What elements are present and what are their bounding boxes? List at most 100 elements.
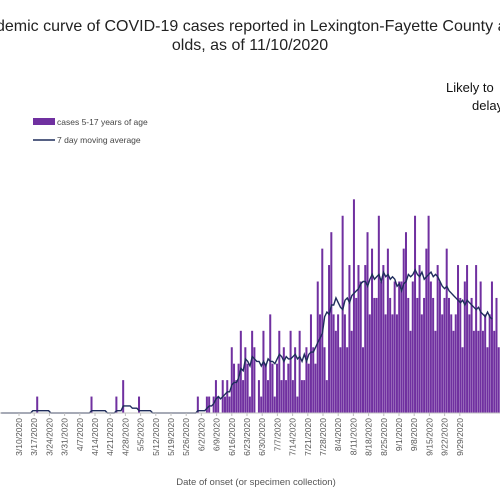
legend-label-moving-average: 7 day moving average (57, 135, 141, 145)
bar (457, 265, 460, 413)
bar (447, 297, 450, 413)
bar (246, 363, 249, 413)
bar (384, 314, 387, 414)
bar (325, 380, 328, 414)
x-tick-label: 9/8/2020 (409, 418, 419, 451)
bar (233, 363, 236, 413)
bar-series (36, 199, 500, 414)
bar (303, 380, 306, 414)
x-tick-label: 9/29/2020 (455, 418, 465, 456)
bar (138, 396, 141, 413)
bar (463, 281, 466, 413)
bar (404, 232, 407, 413)
bar (477, 330, 480, 413)
bar (398, 281, 401, 413)
x-tick-label: 4/28/2020 (120, 418, 130, 456)
bar (332, 314, 335, 414)
bar (242, 380, 245, 414)
x-tick-label: 6/16/2020 (227, 418, 237, 456)
bar (36, 396, 39, 413)
bar (330, 232, 333, 413)
x-tick-label: 4/21/2020 (105, 418, 115, 456)
bar (484, 314, 487, 414)
bar (391, 314, 394, 414)
bar (278, 330, 281, 413)
bar (395, 314, 398, 414)
x-tick-label: 6/30/2020 (257, 418, 267, 456)
chart-title-line2: olds, as of 11/10/2020 (172, 37, 328, 54)
bar (343, 314, 346, 414)
bar (418, 265, 421, 413)
bar (291, 380, 294, 414)
bar (432, 297, 435, 413)
x-tick-label: 8/4/2020 (333, 418, 343, 451)
bar (251, 330, 254, 413)
bar (470, 297, 473, 413)
bar (122, 380, 125, 414)
bar (486, 347, 489, 413)
bar (423, 297, 426, 413)
bar (305, 347, 308, 413)
bar (357, 265, 360, 413)
bar (386, 248, 389, 414)
bar (228, 396, 231, 413)
bar (407, 297, 410, 413)
bar (257, 380, 260, 414)
bar (490, 281, 493, 413)
bar (262, 330, 265, 413)
bar (323, 347, 326, 413)
x-tick-label: 5/12/2020 (151, 418, 161, 456)
bar (493, 330, 496, 413)
bar (495, 297, 498, 413)
x-tick-label: 3/31/2020 (60, 418, 70, 456)
x-tick-label: 3/17/2020 (29, 418, 39, 456)
bar (208, 396, 211, 413)
x-tick-label: 5/26/2020 (181, 418, 191, 456)
x-axis-title: Date of onset (or specimen collection) (176, 477, 335, 488)
bar (427, 215, 430, 413)
bar (350, 330, 353, 413)
bar (434, 330, 437, 413)
bar (420, 314, 423, 414)
x-tick-label: 5/5/2020 (136, 418, 146, 451)
bar (348, 265, 351, 413)
bar (115, 396, 118, 413)
bar (429, 281, 432, 413)
bar (466, 265, 469, 413)
legend-bar-swatch (33, 118, 55, 125)
bar (212, 396, 215, 413)
bar (280, 380, 283, 414)
bar (475, 265, 478, 413)
bar (375, 297, 378, 413)
bar (223, 396, 226, 413)
bar (244, 347, 247, 413)
bar (443, 297, 446, 413)
bar (230, 347, 233, 413)
annotation-line1: Likely to (446, 80, 494, 95)
bar (205, 396, 208, 413)
bar (438, 281, 441, 413)
bar (341, 215, 344, 413)
legend-label-cases: cases 5-17 years of age (57, 117, 148, 127)
x-tick-label: 5/19/2020 (166, 418, 176, 456)
bar (355, 297, 358, 413)
bar (271, 363, 274, 413)
x-axis-ticks: 3/10/2020 3/17/2020 3/24/2020 3/31/2020 4/7/… (14, 413, 465, 456)
bar (309, 314, 312, 414)
bar (445, 248, 448, 414)
bar (337, 314, 340, 414)
bar (402, 248, 405, 414)
bar (334, 330, 337, 413)
bar (359, 281, 362, 413)
bar (481, 330, 484, 413)
x-tick-label: 8/18/2020 (364, 418, 374, 456)
bar (235, 380, 238, 414)
bar (366, 232, 369, 413)
bar (328, 265, 331, 413)
bar (364, 265, 367, 413)
bar (454, 314, 457, 414)
bar (441, 314, 444, 414)
x-tick-label: 6/23/2020 (242, 418, 252, 456)
bar (472, 330, 475, 413)
